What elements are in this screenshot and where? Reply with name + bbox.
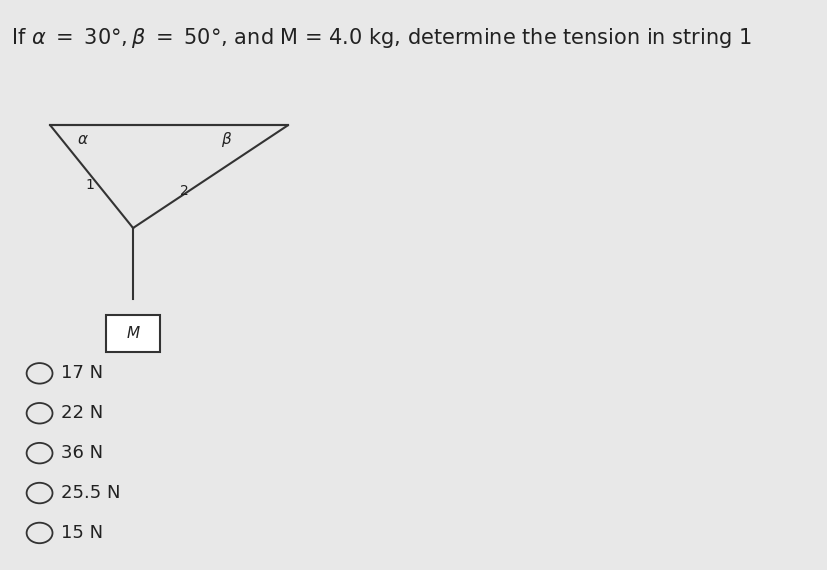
Text: If $\alpha$ $=$ $30°$$,\beta$ $=$ $50°$, and M = 4.0 kg, determine the tension i: If $\alpha$ $=$ $30°$$,\beta$ $=$ $50°$,… (11, 26, 751, 50)
Text: 36 N: 36 N (61, 444, 103, 462)
Text: $\beta$: $\beta$ (221, 130, 232, 149)
Text: 22 N: 22 N (61, 404, 103, 422)
Text: $2$: $2$ (179, 184, 188, 198)
Text: 15 N: 15 N (61, 524, 103, 542)
Text: $M$: $M$ (126, 325, 141, 341)
Text: $1$: $1$ (85, 178, 94, 192)
Text: $\alpha$: $\alpha$ (77, 132, 88, 147)
FancyBboxPatch shape (106, 315, 160, 352)
Text: 17 N: 17 N (61, 364, 103, 382)
Text: 25.5 N: 25.5 N (61, 484, 121, 502)
